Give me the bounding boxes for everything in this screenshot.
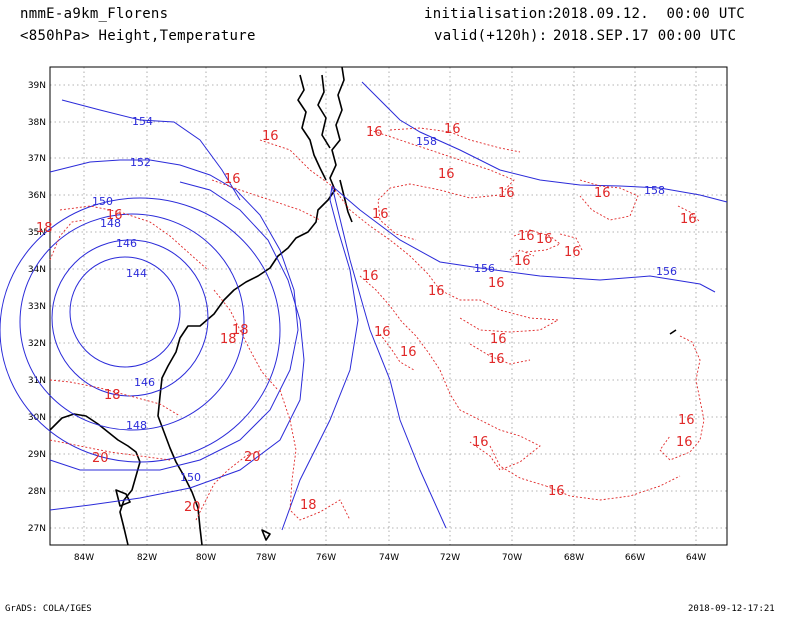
height-contours xyxy=(0,81,728,531)
lon-label: 64W xyxy=(686,553,706,563)
lat-label: 28N xyxy=(28,487,46,497)
lat-label: 38N xyxy=(28,118,46,128)
temp-label: 18 xyxy=(232,323,249,338)
temp-label: 16 xyxy=(106,208,123,223)
temp-label: 16 xyxy=(678,413,695,428)
lon-label: 78W xyxy=(256,553,276,563)
plot-timestamp: 2018-09-12-17:21 xyxy=(688,604,775,614)
lon-label: 76W xyxy=(316,553,336,563)
height-label: 146 xyxy=(116,237,137,250)
lon-label: 70W xyxy=(502,553,522,563)
lon-label: 80W xyxy=(196,553,216,563)
lat-label: 35N xyxy=(28,228,46,238)
lon-label: 66W xyxy=(625,553,645,563)
temp-label: 16 xyxy=(676,435,693,450)
temp-label: 18 xyxy=(104,388,121,403)
init-value: 2018.09.12. 00:00 UTC xyxy=(553,6,746,22)
temp-label: 18 xyxy=(36,221,53,236)
temp-label: 16 xyxy=(498,186,515,201)
lon-label: 72W xyxy=(440,553,460,563)
height-label: 152 xyxy=(130,156,151,169)
map-frame xyxy=(49,66,728,546)
valid-label: valid(+120h): xyxy=(434,28,548,44)
lat-label: 39N xyxy=(28,81,46,91)
lon-label: 84W xyxy=(74,553,94,563)
temperature-contours xyxy=(49,127,705,521)
temp-label: 20 xyxy=(184,500,201,515)
temperature-contour-labels: 16 16 16 16 16 16 16 16 16 16 16 16 16 1… xyxy=(36,122,697,515)
height-label: 154 xyxy=(132,115,153,128)
lat-label: 36N xyxy=(28,191,46,201)
init-label: initialisation: xyxy=(424,6,555,22)
temp-label: 16 xyxy=(400,345,417,360)
temp-label: 20 xyxy=(92,451,109,466)
lat-label: 29N xyxy=(28,450,46,460)
latitude-labels: 39N 38N 37N 36N 35N 34N 33N 32N 31N 30N … xyxy=(28,81,46,534)
level-variables: <850hPa> Height,Temperature xyxy=(20,28,256,44)
temp-label: 16 xyxy=(262,129,279,144)
longitude-labels: 84W 82W 80W 78W 76W 74W 72W 70W 68W 66W … xyxy=(74,553,706,563)
coastline xyxy=(49,66,677,546)
lat-label: 32N xyxy=(28,339,46,349)
height-label: 150 xyxy=(180,471,201,484)
lat-label: 27N xyxy=(28,524,46,534)
grads-credit: GrADS: COLA/IGES xyxy=(5,604,92,614)
height-label: 148 xyxy=(126,419,147,432)
lat-label: 37N xyxy=(28,154,46,164)
temp-label: 16 xyxy=(518,229,535,244)
temp-label: 18 xyxy=(220,332,237,347)
temp-label: 16 xyxy=(362,269,379,284)
height-label: 156 xyxy=(656,265,677,278)
temp-label: 16 xyxy=(444,122,461,137)
lat-label: 33N xyxy=(28,302,46,312)
lat-label: 31N xyxy=(28,376,46,386)
temp-label: 16 xyxy=(564,245,581,260)
lat-label: 34N xyxy=(28,265,46,275)
height-label: 158 xyxy=(644,184,665,197)
height-label: 150 xyxy=(92,195,113,208)
temp-label: 16 xyxy=(366,125,383,140)
temp-label: 16 xyxy=(472,435,489,450)
temp-label: 16 xyxy=(680,212,697,227)
graticule xyxy=(50,67,727,545)
temp-label: 16 xyxy=(490,332,507,347)
lon-label: 74W xyxy=(379,553,399,563)
temp-label: 16 xyxy=(514,254,531,269)
lat-label: 30N xyxy=(28,413,46,423)
model-name: nmmE-a9km_Florens xyxy=(20,6,169,22)
temp-label: 16 xyxy=(488,352,505,367)
height-label: 148 xyxy=(100,217,121,230)
temp-label: 18 xyxy=(300,498,317,513)
temp-label: 16 xyxy=(428,284,445,299)
lon-label: 68W xyxy=(564,553,584,563)
temp-label: 20 xyxy=(244,450,261,465)
temp-label: 16 xyxy=(488,276,505,291)
temp-label: 16 xyxy=(372,207,389,222)
lon-label: 82W xyxy=(137,553,157,563)
temp-label: 16 xyxy=(548,484,565,499)
temp-label: 16 xyxy=(438,167,455,182)
temp-label: 16 xyxy=(224,172,241,187)
temp-label: 16 xyxy=(536,232,553,247)
height-label: 144 xyxy=(126,267,147,280)
temp-label: 16 xyxy=(374,325,391,340)
height-label: 146 xyxy=(134,376,155,389)
height-contour-labels: 154 152 150 148 146 144 146 148 150 156 … xyxy=(92,115,677,484)
temp-label: 16 xyxy=(594,186,611,201)
height-label: 158 xyxy=(416,135,437,148)
valid-value: 2018.SEP.17 00:00 UTC xyxy=(553,28,737,44)
height-label: 156 xyxy=(474,262,495,275)
